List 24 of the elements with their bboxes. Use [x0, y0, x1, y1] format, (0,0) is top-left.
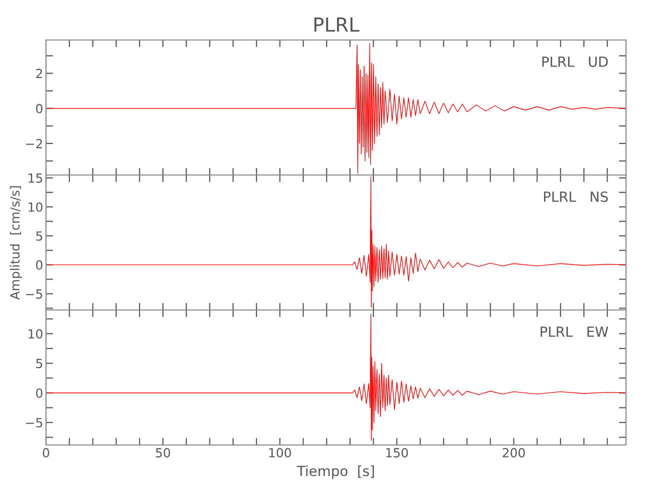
annotation: PLRL NS	[544, 191, 608, 202]
chart-title: PLRL	[314, 17, 360, 32]
line-series	[46, 314, 626, 441]
y-tick-label: −5	[26, 418, 42, 428]
annotation: PLRL EW	[540, 326, 608, 337]
y-tick-label: 15	[28, 174, 42, 183]
y-axis-title: Amplitud [cm/s/s]	[10, 186, 22, 300]
y-tick-label: 2	[36, 68, 42, 78]
y-tick-label: 0	[36, 388, 42, 398]
x-tick-label: 100	[269, 448, 291, 458]
x-tick-label: 0	[42, 448, 50, 458]
y-tick-label: 5	[36, 231, 42, 241]
y-tick-label: 0	[36, 260, 42, 270]
y-tick-label: −2	[26, 138, 42, 148]
y-tick-label: 10	[28, 202, 42, 212]
y-tick-label: 10	[28, 329, 42, 339]
x-tick-label: 50	[156, 448, 170, 458]
x-tick-label: 200	[502, 448, 525, 458]
y-tick-label: 0	[36, 104, 42, 114]
y-tick-label: −5	[26, 289, 42, 299]
annotation: PLRL UD	[542, 56, 608, 67]
y-tick-label: 5	[36, 358, 42, 368]
x-axis-title: Tiempo [s]	[296, 465, 374, 479]
x-tick-label: 150	[386, 448, 408, 458]
